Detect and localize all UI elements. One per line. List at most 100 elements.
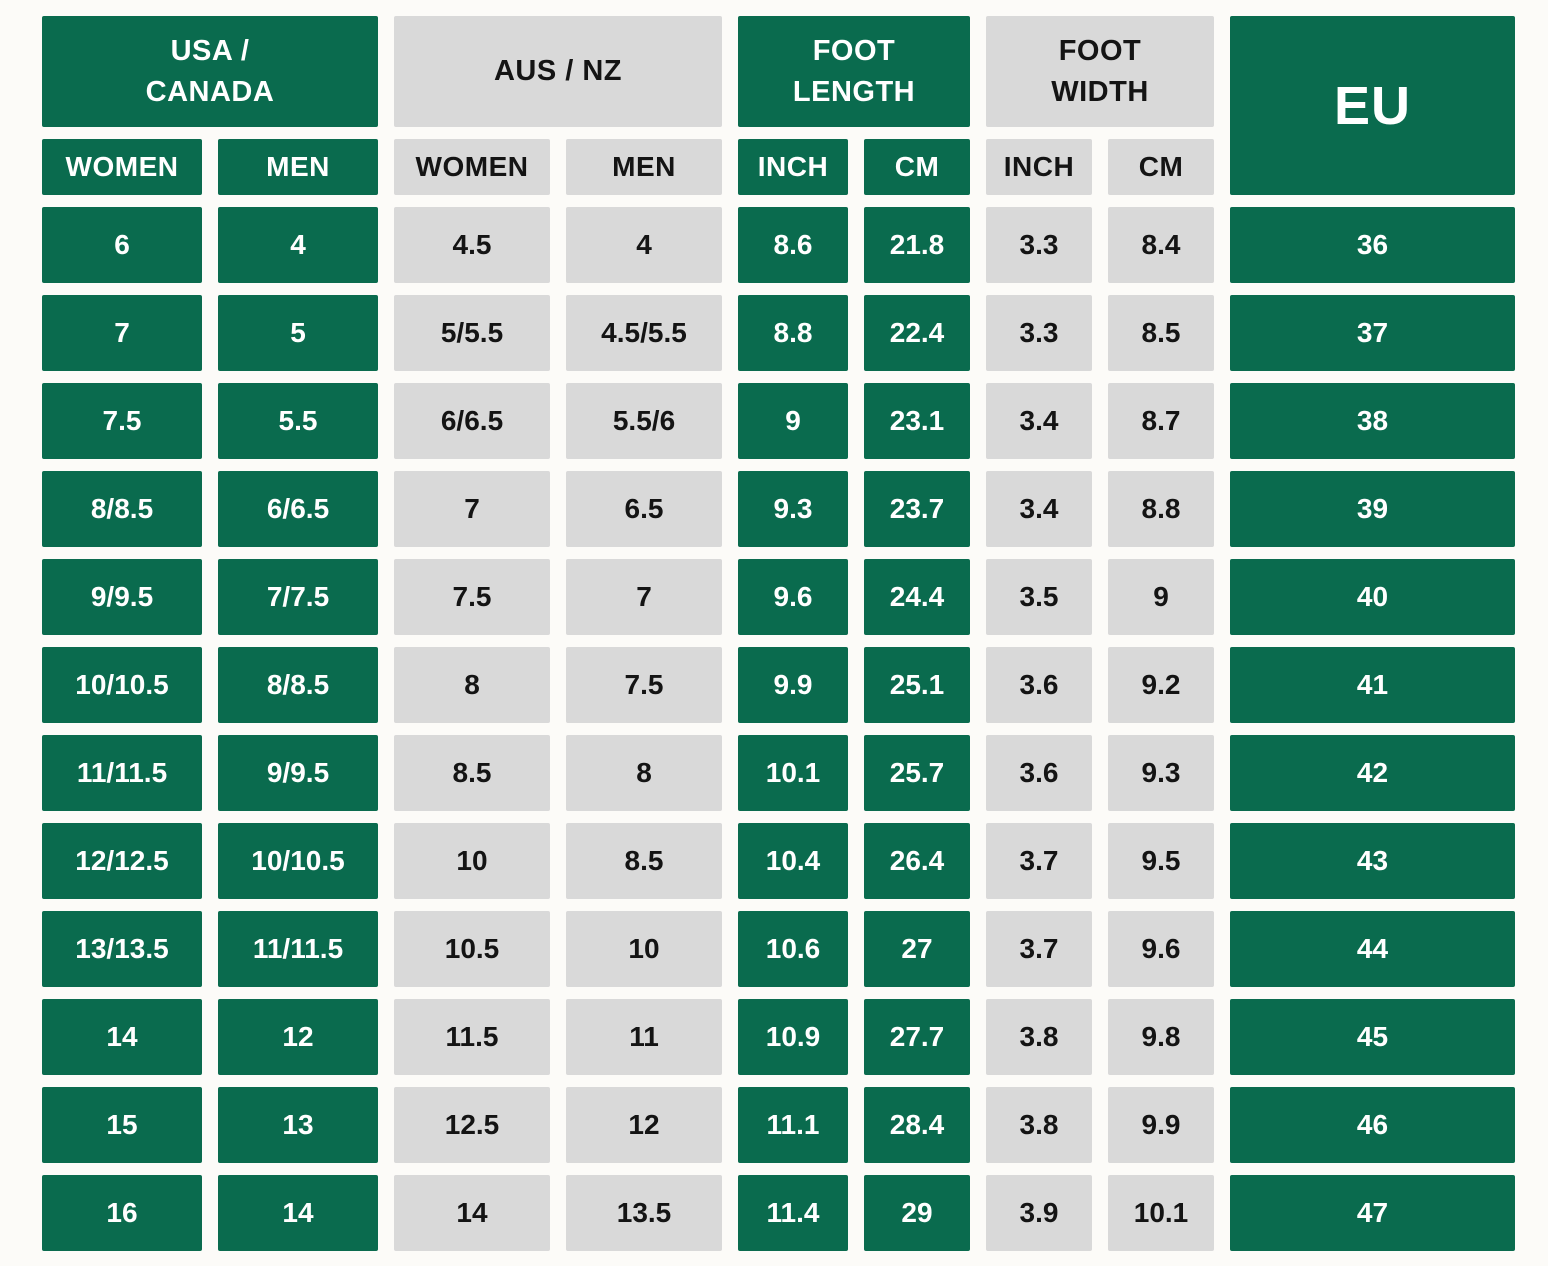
subheader-width-inch: INCH <box>986 139 1092 195</box>
foot-width-inch-cell: 3.8 <box>986 999 1092 1075</box>
aus-women-cell: 8.5 <box>394 735 550 811</box>
aus-men-cell: 7 <box>566 559 722 635</box>
aus-women-cell: 14 <box>394 1175 550 1251</box>
aus-men-cell: 4 <box>566 207 722 283</box>
eu-cell: 44 <box>1230 911 1515 987</box>
subheader-aus-men: MEN <box>566 139 722 195</box>
foot-length-inch-cell: 9 <box>738 383 848 459</box>
foot-length-cm-cell: 23.7 <box>864 471 970 547</box>
foot-length-cm-cell: 22.4 <box>864 295 970 371</box>
foot-length-inch-cell: 10.9 <box>738 999 848 1075</box>
foot-width-inch-cell: 3.8 <box>986 1087 1092 1163</box>
eu-cell: 43 <box>1230 823 1515 899</box>
eu-cell: 39 <box>1230 471 1515 547</box>
foot-length-inch-cell: 11.4 <box>738 1175 848 1251</box>
us-men-cell: 6/6.5 <box>218 471 378 547</box>
foot-width-cm-cell: 9.8 <box>1108 999 1214 1075</box>
aus-men-cell: 5.5/6 <box>566 383 722 459</box>
shoe-size-conversion-table: USA / CANADA AUS / NZ FOOT LENGTH FOOT W… <box>42 16 1515 1251</box>
foot-width-cm-cell: 8.8 <box>1108 471 1214 547</box>
header-aus-nz: AUS / NZ <box>394 16 722 127</box>
subheader-length-cm: CM <box>864 139 970 195</box>
us-women-cell: 7 <box>42 295 202 371</box>
foot-width-inch-cell: 3.5 <box>986 559 1092 635</box>
aus-women-cell: 11.5 <box>394 999 550 1075</box>
us-women-cell: 10/10.5 <box>42 647 202 723</box>
aus-men-cell: 10 <box>566 911 722 987</box>
aus-women-cell: 7 <box>394 471 550 547</box>
foot-length-inch-cell: 9.3 <box>738 471 848 547</box>
foot-width-inch-cell: 3.6 <box>986 735 1092 811</box>
foot-length-cm-cell: 23.1 <box>864 383 970 459</box>
us-men-cell: 5 <box>218 295 378 371</box>
foot-length-cm-cell: 26.4 <box>864 823 970 899</box>
aus-men-cell: 8 <box>566 735 722 811</box>
foot-length-cm-cell: 25.7 <box>864 735 970 811</box>
aus-women-cell: 5/5.5 <box>394 295 550 371</box>
foot-width-cm-cell: 9.5 <box>1108 823 1214 899</box>
foot-width-inch-cell: 3.6 <box>986 647 1092 723</box>
eu-cell: 45 <box>1230 999 1515 1075</box>
aus-women-cell: 7.5 <box>394 559 550 635</box>
us-men-cell: 14 <box>218 1175 378 1251</box>
foot-width-inch-cell: 3.3 <box>986 295 1092 371</box>
foot-length-inch-cell: 11.1 <box>738 1087 848 1163</box>
us-men-cell: 9/9.5 <box>218 735 378 811</box>
foot-width-cm-cell: 8.7 <box>1108 383 1214 459</box>
aus-men-cell: 4.5/5.5 <box>566 295 722 371</box>
subheader-usa-men: MEN <box>218 139 378 195</box>
us-men-cell: 5.5 <box>218 383 378 459</box>
us-men-cell: 8/8.5 <box>218 647 378 723</box>
foot-length-inch-cell: 8.8 <box>738 295 848 371</box>
foot-length-cm-cell: 24.4 <box>864 559 970 635</box>
aus-men-cell: 6.5 <box>566 471 722 547</box>
aus-women-cell: 4.5 <box>394 207 550 283</box>
aus-women-cell: 8 <box>394 647 550 723</box>
eu-cell: 38 <box>1230 383 1515 459</box>
us-women-cell: 9/9.5 <box>42 559 202 635</box>
foot-width-cm-cell: 10.1 <box>1108 1175 1214 1251</box>
foot-width-inch-cell: 3.7 <box>986 911 1092 987</box>
foot-width-cm-cell: 8.5 <box>1108 295 1214 371</box>
us-men-cell: 12 <box>218 999 378 1075</box>
aus-men-cell: 13.5 <box>566 1175 722 1251</box>
foot-width-cm-cell: 9.2 <box>1108 647 1214 723</box>
aus-women-cell: 6/6.5 <box>394 383 550 459</box>
foot-length-cm-cell: 29 <box>864 1175 970 1251</box>
aus-women-cell: 10 <box>394 823 550 899</box>
eu-cell: 40 <box>1230 559 1515 635</box>
eu-cell: 42 <box>1230 735 1515 811</box>
subheader-width-cm: CM <box>1108 139 1214 195</box>
foot-length-inch-cell: 10.6 <box>738 911 848 987</box>
foot-length-cm-cell: 28.4 <box>864 1087 970 1163</box>
header-eu-label: EU <box>1333 75 1411 136</box>
us-men-cell: 10/10.5 <box>218 823 378 899</box>
aus-men-cell: 8.5 <box>566 823 722 899</box>
foot-width-inch-cell: 3.4 <box>986 471 1092 547</box>
foot-width-inch-cell: 3.7 <box>986 823 1092 899</box>
us-women-cell: 13/13.5 <box>42 911 202 987</box>
foot-length-inch-cell: 10.1 <box>738 735 848 811</box>
foot-length-inch-cell: 10.4 <box>738 823 848 899</box>
aus-men-cell: 7.5 <box>566 647 722 723</box>
us-women-cell: 8/8.5 <box>42 471 202 547</box>
us-men-cell: 13 <box>218 1087 378 1163</box>
foot-width-inch-cell: 3.3 <box>986 207 1092 283</box>
foot-width-cm-cell: 9 <box>1108 559 1214 635</box>
foot-width-inch-cell: 3.9 <box>986 1175 1092 1251</box>
us-women-cell: 16 <box>42 1175 202 1251</box>
us-women-cell: 7.5 <box>42 383 202 459</box>
header-foot-length: FOOT LENGTH <box>738 16 970 127</box>
foot-length-inch-cell: 9.9 <box>738 647 848 723</box>
us-women-cell: 6 <box>42 207 202 283</box>
foot-length-cm-cell: 27.7 <box>864 999 970 1075</box>
header-eu: EU <box>1230 16 1515 195</box>
foot-length-cm-cell: 25.1 <box>864 647 970 723</box>
foot-length-inch-cell: 9.6 <box>738 559 848 635</box>
aus-women-cell: 12.5 <box>394 1087 550 1163</box>
header-usa-canada-label: USA / CANADA <box>145 34 275 108</box>
us-women-cell: 14 <box>42 999 202 1075</box>
eu-cell: 36 <box>1230 207 1515 283</box>
foot-length-cm-cell: 21.8 <box>864 207 970 283</box>
foot-width-inch-cell: 3.4 <box>986 383 1092 459</box>
